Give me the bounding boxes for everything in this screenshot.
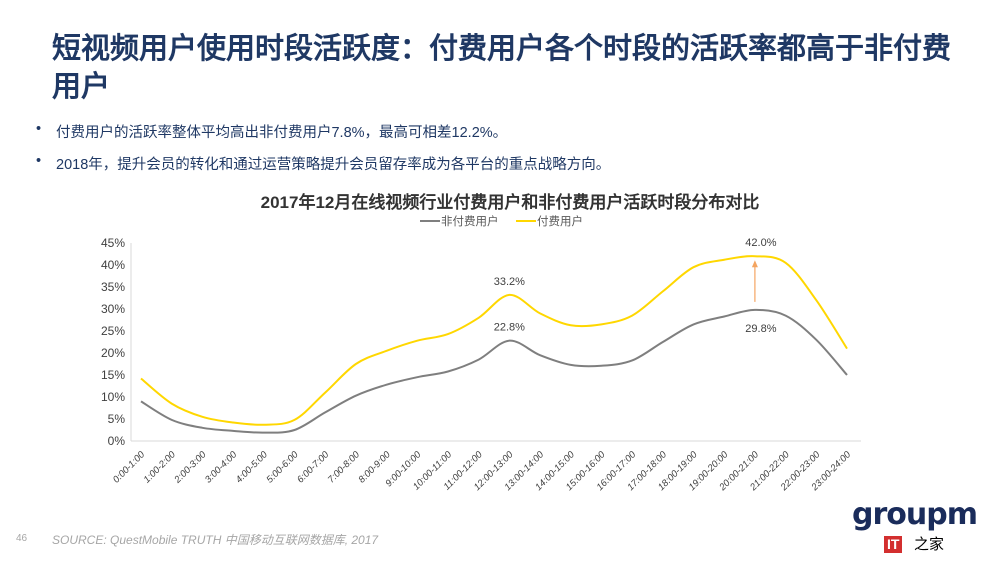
- x-tick-label: 3:00-4:00: [203, 449, 240, 486]
- y-tick-label: 20%: [101, 346, 125, 360]
- logo-badge: IT: [884, 536, 903, 553]
- y-tick-label: 25%: [101, 324, 125, 338]
- legend-label: 非付费用户: [441, 214, 499, 228]
- y-tick-label: 45%: [101, 236, 125, 250]
- logo-subtext: 之家: [914, 535, 945, 553]
- bullet-text: 2018年，提升会员的转化和通过运营策略提升会员留存率成为各平台的重点战略方向。: [56, 157, 611, 173]
- source-note: SOURCE: QuestMobile TRUTH 中国移动互联网数据库, 20…: [52, 533, 379, 547]
- x-tick-label: 7:00-8:00: [326, 449, 363, 486]
- series-line-paid: [140, 255, 848, 426]
- chart-title: 2017年12月在线视频行业付费用户和非付费用户活跃时段分布对比: [260, 193, 760, 212]
- arrow-head-icon: [751, 260, 758, 268]
- logo-text: groupm: [852, 497, 978, 532]
- data-label: 29.8%: [745, 323, 776, 335]
- y-tick-label: 5%: [108, 412, 126, 426]
- bullet-dot-icon: •: [36, 153, 42, 169]
- y-tick-label: 30%: [101, 302, 125, 316]
- y-tick-label: 15%: [101, 368, 125, 382]
- x-tick-label: 6:00-7:00: [295, 449, 332, 486]
- y-tick-label: 0%: [108, 434, 126, 448]
- x-tick-label: 0:00-1:00: [111, 449, 148, 486]
- y-tick-label: 40%: [101, 258, 125, 272]
- bullet-list: • 付费用户的活跃率整体平均高出非付费用户7.8%，最高可相差12.2%。 • 20…: [36, 121, 610, 185]
- data-label: 42.0%: [745, 237, 776, 249]
- legend-label: 付费用户: [537, 214, 583, 228]
- y-tick-label: 10%: [101, 390, 125, 404]
- series-line-non-paid: [140, 308, 848, 434]
- bullet-item: • 2018年，提升会员的转化和通过运营策略提升会员留存率成为各平台的重点战略方向…: [36, 153, 610, 185]
- y-tick-label: 35%: [101, 280, 125, 294]
- data-label: 33.2%: [494, 276, 525, 288]
- data-label: 22.8%: [494, 322, 525, 334]
- x-tick-label: 2:00-3:00: [172, 449, 209, 486]
- x-tick-label: 5:00-6:00: [264, 449, 301, 486]
- bullet-item: • 付费用户的活跃率整体平均高出非付费用户7.8%，最高可相差12.2%。: [36, 121, 610, 153]
- groupm-logo: groupm IT 之家: [852, 500, 982, 560]
- x-tick-label: 1:00-2:00: [142, 449, 179, 486]
- bullet-text: 付费用户的活跃率整体平均高出非付费用户7.8%，最高可相差12.2%。: [56, 125, 508, 141]
- bullet-dot-icon: •: [36, 121, 42, 137]
- x-tick-label: 4:00-5:00: [234, 449, 271, 486]
- page-number: 46: [16, 533, 28, 544]
- slide-title: 短视频用户使用时段活跃度：付费用户各个时段的活跃率都高于非付费用户: [52, 33, 952, 103]
